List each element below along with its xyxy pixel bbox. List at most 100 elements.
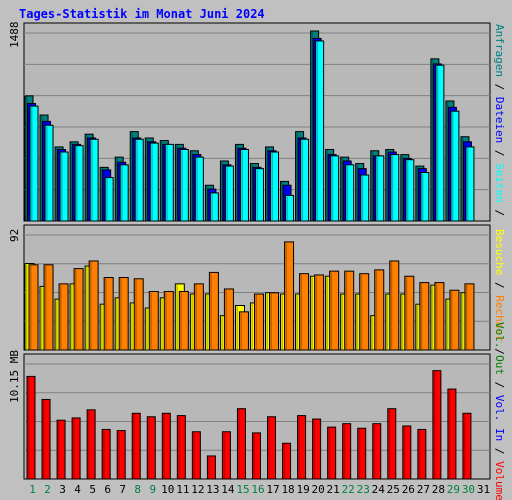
bar-shade: [301, 140, 304, 220]
bar-rechner-day-3: [58, 283, 69, 351]
bar-shade: [346, 165, 349, 220]
bar-shade: [311, 277, 314, 349]
bar-volumen-day-19: [297, 415, 307, 480]
bar-rechner-day-5: [88, 260, 99, 351]
legend-top-item-5: /: [493, 203, 506, 216]
bar-shade: [451, 112, 454, 220]
x-tick-label-21: 21: [327, 483, 340, 496]
bar-shade: [58, 150, 61, 220]
bar-shade: [61, 153, 63, 220]
legend-bottom-item-0: Vol. Out: [493, 322, 506, 375]
bar-shade: [161, 298, 163, 349]
bar-shade: [431, 59, 434, 220]
bar-shade: [223, 432, 225, 478]
bar-shade: [131, 132, 133, 220]
legend-top-item-3: /: [493, 143, 506, 163]
bar-seiten-day-28: [435, 64, 445, 222]
bar-shade: [31, 107, 33, 220]
bar-shade: [193, 155, 196, 220]
bar-shade: [401, 295, 404, 349]
bar-shade: [371, 316, 374, 349]
bar-shade: [270, 293, 273, 349]
bar-seiten-day-10: [164, 143, 174, 222]
bar-shade: [391, 155, 394, 220]
bar-volumen-day-10: [161, 412, 171, 480]
bar-shade: [311, 32, 314, 220]
bar-shade: [101, 168, 103, 220]
bar-shade: [360, 274, 363, 349]
bar-shade: [331, 156, 334, 220]
bar-shade: [45, 265, 47, 349]
bar-shade: [181, 150, 183, 220]
bar-shade: [176, 284, 178, 349]
bar-shade: [133, 414, 135, 478]
bar-shade: [150, 292, 152, 349]
bar-shade: [86, 267, 88, 349]
bar-shade: [41, 116, 43, 220]
bar-shade: [416, 305, 419, 349]
bar-volumen-day-2: [41, 398, 51, 480]
bar-shade: [271, 153, 274, 220]
bar-seiten-day-21: [330, 155, 340, 222]
bar-shade: [56, 300, 58, 349]
bar-shade: [403, 426, 406, 478]
bar-volumen-day-15: [236, 408, 246, 480]
bar-shade: [431, 286, 434, 349]
x-tick-label-26: 26: [402, 483, 415, 496]
bar-seiten-day-27: [420, 171, 430, 222]
bar-volumen-day-18: [282, 442, 292, 480]
bar-shade: [116, 298, 118, 349]
bar-shade: [386, 150, 389, 220]
chart-title: Tages-Statistik im Monat Juni 2024: [19, 7, 265, 21]
bar-seiten-day-6: [104, 177, 114, 222]
bar-shade: [461, 137, 464, 220]
bar-shade: [251, 164, 253, 220]
bar-shade: [131, 303, 133, 349]
x-tick-label-11: 11: [176, 483, 189, 496]
bar-shade: [281, 295, 284, 349]
bar-rechner-day-22: [344, 270, 355, 351]
bar-shade: [405, 277, 408, 349]
bar-seiten-day-22: [345, 164, 355, 222]
bar-shade: [206, 295, 208, 349]
x-tick-label-3: 3: [59, 483, 66, 496]
bar-shade: [404, 159, 406, 220]
bar-shade: [401, 155, 404, 220]
bar-seiten-day-3: [59, 151, 69, 222]
bar-rechner-day-28: [434, 282, 445, 351]
bar-seiten-day-7: [119, 164, 129, 222]
bar-shade: [118, 431, 120, 478]
bar-volumen-day-1: [26, 375, 36, 480]
bar-seiten-day-14: [224, 165, 234, 222]
bar-shade: [285, 242, 288, 349]
legend-middle-item-1: /: [493, 275, 506, 295]
bar-volumen-day-11: [176, 415, 186, 480]
bar-shade: [390, 261, 393, 349]
bar-shade: [176, 145, 178, 220]
bar-seiten-day-24: [375, 155, 385, 222]
bar-volumen-day-3: [56, 419, 66, 480]
legend-middle-item-0: Besuche: [493, 229, 506, 275]
bar-shade: [466, 147, 469, 220]
bar-volumen-day-17: [267, 416, 277, 480]
bar-shade: [46, 126, 48, 220]
bar-shade: [251, 303, 253, 349]
x-tick-label-12: 12: [191, 483, 204, 496]
bar-rechner-day-16: [253, 293, 264, 351]
bar-shade: [90, 261, 92, 349]
bar-shade: [28, 104, 30, 220]
bar-shade: [256, 169, 258, 220]
bar-volumen-day-16: [251, 432, 261, 480]
bar-shade: [446, 101, 449, 220]
x-tick-label-15: 15: [236, 483, 249, 496]
bar-shade: [73, 418, 75, 478]
bar-shade: [266, 147, 269, 220]
bar-volumen-day-27: [417, 428, 427, 480]
bar-shade: [435, 283, 438, 349]
bar-shade: [75, 269, 77, 349]
bar-seiten-day-18: [285, 194, 295, 222]
x-tick-label-29: 29: [447, 483, 460, 496]
bar-seiten-day-2: [44, 124, 54, 222]
bar-shade: [433, 371, 436, 478]
bar-shade: [373, 424, 376, 478]
